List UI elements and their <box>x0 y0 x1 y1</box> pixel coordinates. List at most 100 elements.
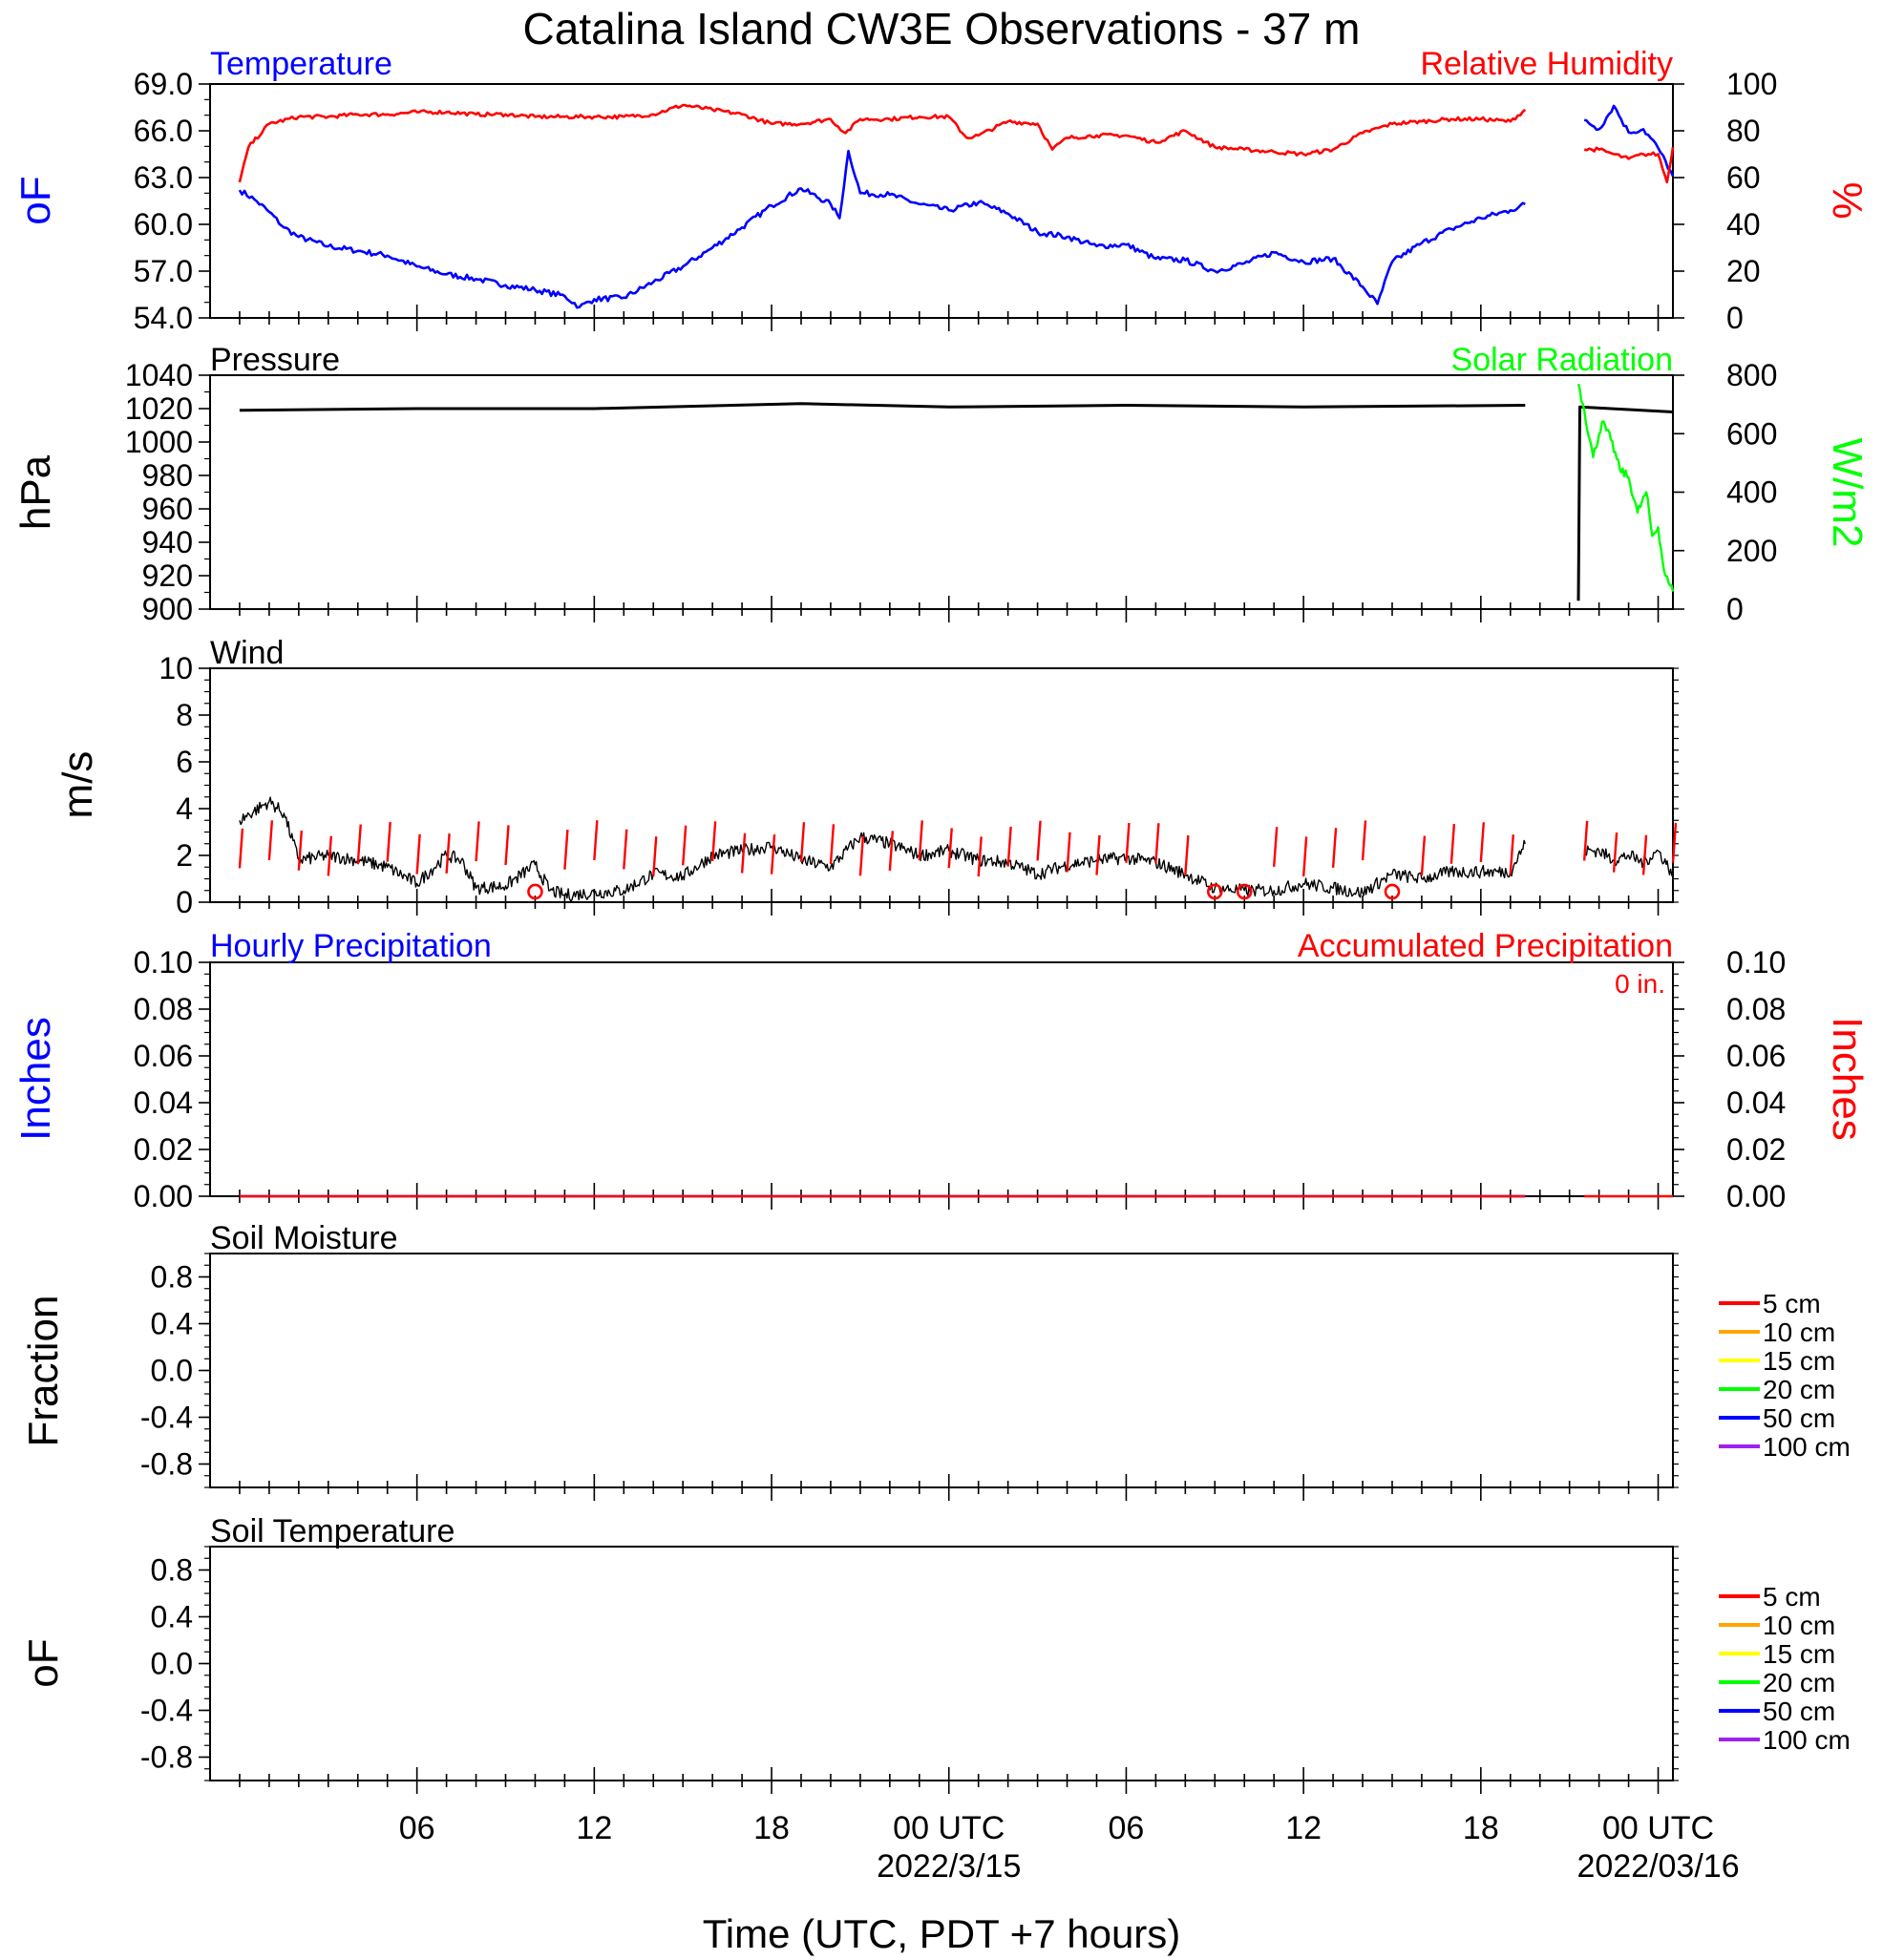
wind-barb <box>1612 832 1619 873</box>
y-tick-label-left: 60.0 <box>134 207 193 242</box>
legend-label-soil_temp: 10 cm <box>1763 1611 1835 1640</box>
y-tick-label-left: 920 <box>142 558 193 593</box>
panel-title-temperature: Temperature <box>210 46 392 82</box>
y-tick-label-left: 2 <box>176 838 193 873</box>
y-tick-label-right: 0.08 <box>1726 992 1786 1026</box>
y-tick-label-left: 0.0 <box>151 1647 193 1681</box>
y-tick-label-right: 0.04 <box>1726 1085 1786 1120</box>
y-tick-label-left: 0.10 <box>134 945 193 980</box>
x-tick-label: 18 <box>1463 1810 1499 1846</box>
x-tick-label: 18 <box>753 1810 790 1846</box>
wind-barb <box>770 833 776 875</box>
y-tick-label-left: 0.4 <box>151 1307 193 1341</box>
panel-title-wind: Wind <box>210 635 284 671</box>
wind-barb <box>1272 827 1279 867</box>
wind-barb <box>623 829 628 870</box>
panel-frame-soil_moisture <box>209 1253 1674 1488</box>
x-axis-title: Time (UTC, PDT +7 hours) <box>703 1911 1181 1956</box>
wind-barb <box>593 820 599 860</box>
wind-speed-line <box>239 796 1526 902</box>
wind-barb <box>238 828 244 869</box>
x-tick-label: 12 <box>576 1810 612 1846</box>
solar-radiation-line <box>1576 383 1675 592</box>
wind-barb <box>799 822 806 862</box>
wind-barb <box>1671 822 1678 863</box>
y-tick-label-right: 600 <box>1726 416 1777 451</box>
y-tick-label-left: 8 <box>176 698 193 732</box>
wind-barb <box>504 825 510 866</box>
legend-label-soil_temp: 15 cm <box>1763 1639 1835 1669</box>
y-tick-label-left: 57.0 <box>134 254 193 288</box>
y-tick-label-right: 200 <box>1726 534 1777 568</box>
x-tick-sublabel: 2022/3/15 <box>877 1848 1021 1885</box>
wind-speed-line <box>1583 845 1674 876</box>
y-tick-label-right: 0 <box>1726 592 1744 626</box>
y-tick-label-left: 900 <box>142 592 193 626</box>
wind-barb <box>1006 826 1012 867</box>
y-tick-label-right: 800 <box>1726 358 1777 392</box>
y-tick-label-left: -0.8 <box>140 1740 193 1775</box>
temperature-line <box>1583 104 1675 177</box>
legend-label-soil_temp: 5 cm <box>1763 1582 1821 1612</box>
y-tick-label-left: 0.06 <box>134 1039 193 1073</box>
y-tick-label-left: 940 <box>142 525 193 559</box>
unit-label-soil-temp: oF <box>20 1638 67 1687</box>
y-tick-label-left: 960 <box>142 492 193 526</box>
y-tick-label-right: 60 <box>1726 160 1761 195</box>
wind-barb <box>1582 820 1589 861</box>
wind-barb <box>829 824 836 865</box>
y-tick-label-right: 0.02 <box>1726 1132 1786 1167</box>
y-tick-label-left: 0.8 <box>151 1260 193 1295</box>
wind-barb <box>1509 834 1514 875</box>
wind-barb <box>445 833 451 874</box>
y-tick-label-right: 0.06 <box>1726 1039 1786 1073</box>
y-tick-label-left: 1020 <box>125 391 193 426</box>
calm-wind-marker <box>1384 883 1401 900</box>
unit-label-soil-moisture: Fraction <box>20 1296 67 1447</box>
y-tick-label-left: 0 <box>176 885 193 919</box>
wind-barb <box>1420 835 1427 876</box>
wind-barb <box>918 820 923 861</box>
calm-wind-marker <box>1236 883 1253 900</box>
x-tick-label: 12 <box>1285 1810 1322 1846</box>
unit-label-solar: W/m2 <box>1824 438 1871 548</box>
y-tick-label-left: 980 <box>142 458 193 493</box>
legend-label-soil_moisture: 15 cm <box>1763 1346 1835 1376</box>
panel-frame-wind <box>209 667 1674 903</box>
panel-title-soil-moisture: Soil Moisture <box>210 1220 398 1256</box>
wind-barb <box>858 835 865 876</box>
y-tick-label-left: 0.04 <box>134 1085 193 1120</box>
wind-barb <box>1301 836 1308 877</box>
legend-label-soil_moisture: 50 cm <box>1763 1403 1835 1433</box>
wind-barb <box>356 824 362 865</box>
y-tick-label-right: 40 <box>1726 207 1761 242</box>
legend-label-soil_moisture: 10 cm <box>1763 1317 1835 1347</box>
unit-label-precip-right: Inches <box>1824 1017 1871 1141</box>
x-tick-label: 06 <box>1109 1810 1145 1846</box>
unit-label-humidity: % <box>1824 181 1871 219</box>
pressure-line <box>1576 405 1674 601</box>
wind-barb <box>681 825 688 866</box>
wind-barb <box>327 835 332 876</box>
y-tick-label-right: 80 <box>1726 114 1761 148</box>
wind-barb <box>740 832 747 874</box>
legend-label-soil_temp: 50 cm <box>1763 1697 1835 1726</box>
wind-barb <box>710 821 717 862</box>
humidity-line <box>1583 146 1675 184</box>
wind-barb <box>1331 828 1338 868</box>
y-tick-label-left: 66.0 <box>134 114 193 148</box>
wind-barb <box>1361 820 1367 861</box>
wind-barb <box>297 830 304 871</box>
y-tick-label-right: 0.00 <box>1726 1179 1786 1213</box>
wind-barb <box>267 820 274 861</box>
wind-barb <box>1479 822 1486 863</box>
y-tick-label-left: -0.4 <box>140 1401 193 1435</box>
humidity-line <box>238 103 1527 183</box>
y-tick-label-left: 0.08 <box>134 992 193 1026</box>
panel-title-humidity: Relative Humidity <box>1420 46 1673 82</box>
unit-label-wind: m/s <box>54 751 101 819</box>
wind-barb <box>1125 822 1131 863</box>
wind-barb <box>563 830 569 870</box>
y-tick-label-right: 20 <box>1726 254 1761 288</box>
